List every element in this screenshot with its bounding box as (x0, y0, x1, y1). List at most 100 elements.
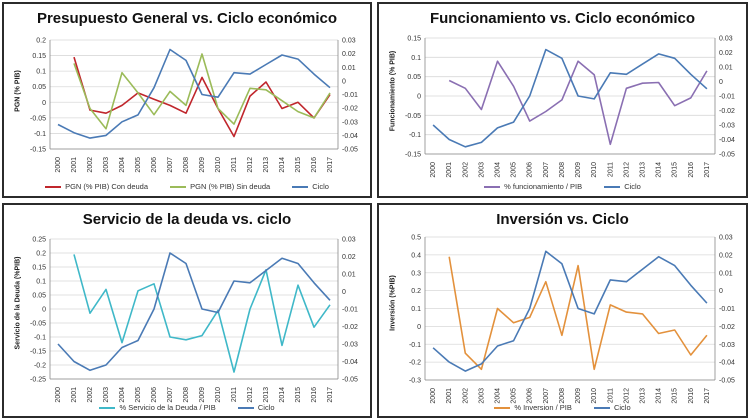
legend-label: PGN (% PIB) Con deuda (65, 182, 149, 191)
x-tick-label: 2002 (87, 387, 94, 403)
x-tick-label: 2017 (327, 387, 334, 403)
y-tick-label-left: -0.05 (30, 115, 46, 122)
legend-swatch (170, 186, 187, 189)
legend-swatch (45, 186, 62, 189)
x-tick-label: 2008 (183, 387, 190, 403)
x-tick-label: 2012 (623, 162, 630, 178)
y-tick-label-right: -0.04 (719, 360, 735, 367)
legend-label: Ciclo (257, 403, 275, 412)
x-tick-label: 2002 (87, 157, 94, 173)
x-tick-label: 2010 (215, 157, 222, 173)
x-tick-label: 2000 (430, 162, 437, 178)
series-line (448, 60, 708, 146)
chart-svg-inversion: -0.3 -0.2 -0.1 0 0.1 0.2 0.3 0.4 0.5 -0.05 -0.04 -0… (409, 235, 735, 404)
y-tick-label-right: -0.01 (719, 94, 735, 101)
legend-item: % funcionamiento / PIB (484, 182, 582, 191)
legend-item: % Inversion / PIB (494, 403, 572, 412)
x-tick-label: 2014 (656, 388, 663, 404)
x-tick-label: 2014 (656, 162, 663, 178)
x-tick-label: 2003 (478, 162, 485, 178)
chart-svg-servicio-deuda: -0.25 -0.2 -0.15 -0.1 -0.05 0 0.05 0.1 0.15 0.2 0.… (30, 237, 358, 403)
y-tick-label-left: -0.2 (409, 360, 421, 367)
y-tick-label-left: -0.1 (34, 335, 46, 342)
chart-title: Servicio de la deuda vs. ciclo (82, 211, 292, 228)
y-tick-label-left: 0.4 (411, 252, 421, 259)
x-tick-label: 2015 (295, 387, 302, 403)
x-tick-label: 2012 (247, 157, 254, 173)
x-tick-label: 2003 (478, 388, 485, 404)
series-line (57, 48, 331, 139)
y-tick-label-left: 0.05 (32, 84, 46, 91)
x-tick-label: 2001 (446, 162, 453, 178)
x-tick-label: 2017 (327, 157, 334, 173)
y-tick-label-right: 0.03 (342, 237, 356, 244)
legend-swatch (237, 407, 254, 410)
x-tick-label: 2016 (688, 162, 695, 178)
x-tick-label: 2005 (135, 157, 142, 173)
legend-swatch (99, 407, 116, 410)
y-axis-label: Inversión (%PIB) (389, 275, 397, 331)
legend-label: PGN (% PIB) Sin deuda (190, 182, 271, 191)
x-tick-label: 2015 (672, 162, 679, 178)
x-tick-label: 2011 (607, 388, 614, 403)
x-tick-label: 2011 (231, 157, 238, 172)
legend-swatch (484, 186, 501, 189)
y-axis-label: PGN (% PIB) (14, 70, 22, 112)
x-tick-label: 2004 (119, 157, 126, 173)
legend-item: PGN (% PIB) Con deuda (45, 182, 148, 191)
legend-swatch (292, 186, 309, 189)
chart-panel-funcionamiento: -0.15 -0.1 -0.05 0 0.05 0.1 0.15 -0.05 -0.04 -0.0… (377, 2, 748, 198)
y-tick-label-right: -0.04 (719, 137, 735, 144)
y-tick-label-left: 0 (417, 94, 421, 101)
x-tick-label: 2004 (495, 162, 502, 178)
x-tick-label: 2010 (591, 388, 598, 404)
y-tick-label-right: 0.01 (719, 270, 733, 277)
chart-panel-pgn: -0.15 -0.1 -0.05 0 0.05 0.1 0.15 0.2 -0.05 -0.04 -… (2, 2, 372, 198)
x-tick-label: 2008 (559, 388, 566, 404)
x-tick-label: 2017 (704, 388, 711, 404)
x-tick-label: 2001 (71, 157, 78, 173)
legend-label: Ciclo (312, 182, 329, 191)
y-tick-label-left: 0 (42, 100, 46, 107)
y-tick-label-left: 0.3 (411, 270, 421, 277)
x-tick-label: 2012 (623, 388, 630, 404)
y-tick-label-right: -0.02 (342, 106, 358, 113)
legend-item: PGN (% PIB) Sin deuda (170, 182, 270, 191)
x-tick-label: 2015 (672, 388, 679, 404)
x-tick-label: 2000 (55, 387, 62, 403)
legend: % funcionamiento / PIB Ciclo (379, 182, 746, 191)
x-tick-label: 2009 (575, 162, 582, 178)
series-line (73, 53, 331, 130)
x-tick-label: 2009 (199, 387, 206, 403)
y-tick-label-left: 0.5 (411, 235, 421, 242)
y-tick-label-left: -0.1 (34, 131, 46, 138)
chart-svg-funcionamiento: -0.15 -0.1 -0.05 0 0.05 0.1 0.15 -0.05 -0.04 -0.0… (405, 36, 735, 178)
x-tick-label: 2011 (231, 387, 238, 402)
legend-item: Ciclo (292, 182, 329, 191)
legend-item: Ciclo (604, 182, 641, 191)
x-tick-label: 2014 (279, 157, 286, 173)
x-tick-label: 2008 (559, 162, 566, 178)
x-tick-label: 2010 (591, 162, 598, 178)
series-line (57, 252, 331, 372)
x-tick-label: 2013 (263, 387, 270, 403)
y-tick-label-right: -0.03 (342, 342, 358, 349)
series-line (73, 56, 331, 138)
legend: PGN (% PIB) Con deuda PGN (% PIB) Sin de… (4, 182, 370, 191)
x-tick-label: 2003 (103, 387, 110, 403)
y-tick-label-right: 0.01 (342, 272, 356, 279)
y-tick-label-right: -0.05 (342, 147, 358, 154)
legend-label: % Servicio de la Deuda / PIB (119, 403, 216, 412)
y-tick-label-left: 0.15 (32, 265, 46, 272)
y-tick-label-right: 0 (719, 288, 723, 295)
x-tick-label: 2014 (279, 387, 286, 403)
y-tick-label-right: -0.03 (719, 123, 735, 130)
y-tick-label-right: 0.01 (342, 65, 356, 72)
y-tick-label-left: -0.1 (409, 342, 421, 349)
series-line (432, 48, 708, 148)
x-tick-label: 2004 (119, 387, 126, 403)
x-tick-label: 2002 (462, 162, 469, 178)
x-tick-label: 2006 (151, 387, 158, 403)
y-tick-label-right: -0.03 (342, 119, 358, 126)
y-axis-label: Servicio de la Deuda (%PIB) (14, 256, 22, 350)
